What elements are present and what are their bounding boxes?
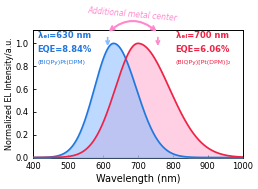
X-axis label: Wavelength (nm): Wavelength (nm) (96, 174, 180, 184)
Text: (BIQPy)Pt(DPM): (BIQPy)Pt(DPM) (38, 60, 86, 65)
Text: λₑₗ=700 nm: λₑₗ=700 nm (176, 31, 229, 40)
Text: EQE=6.06%: EQE=6.06% (176, 45, 230, 54)
Text: λₑₗ=630 nm: λₑₗ=630 nm (38, 31, 91, 40)
Y-axis label: Normalized EL Intensity/a.u.: Normalized EL Intensity/a.u. (5, 37, 14, 150)
Text: EQE=8.84%: EQE=8.84% (38, 45, 92, 54)
Text: Additional metal center: Additional metal center (88, 6, 178, 23)
Text: (BIQPy)[Pt(DPM)]₂: (BIQPy)[Pt(DPM)]₂ (176, 60, 231, 65)
